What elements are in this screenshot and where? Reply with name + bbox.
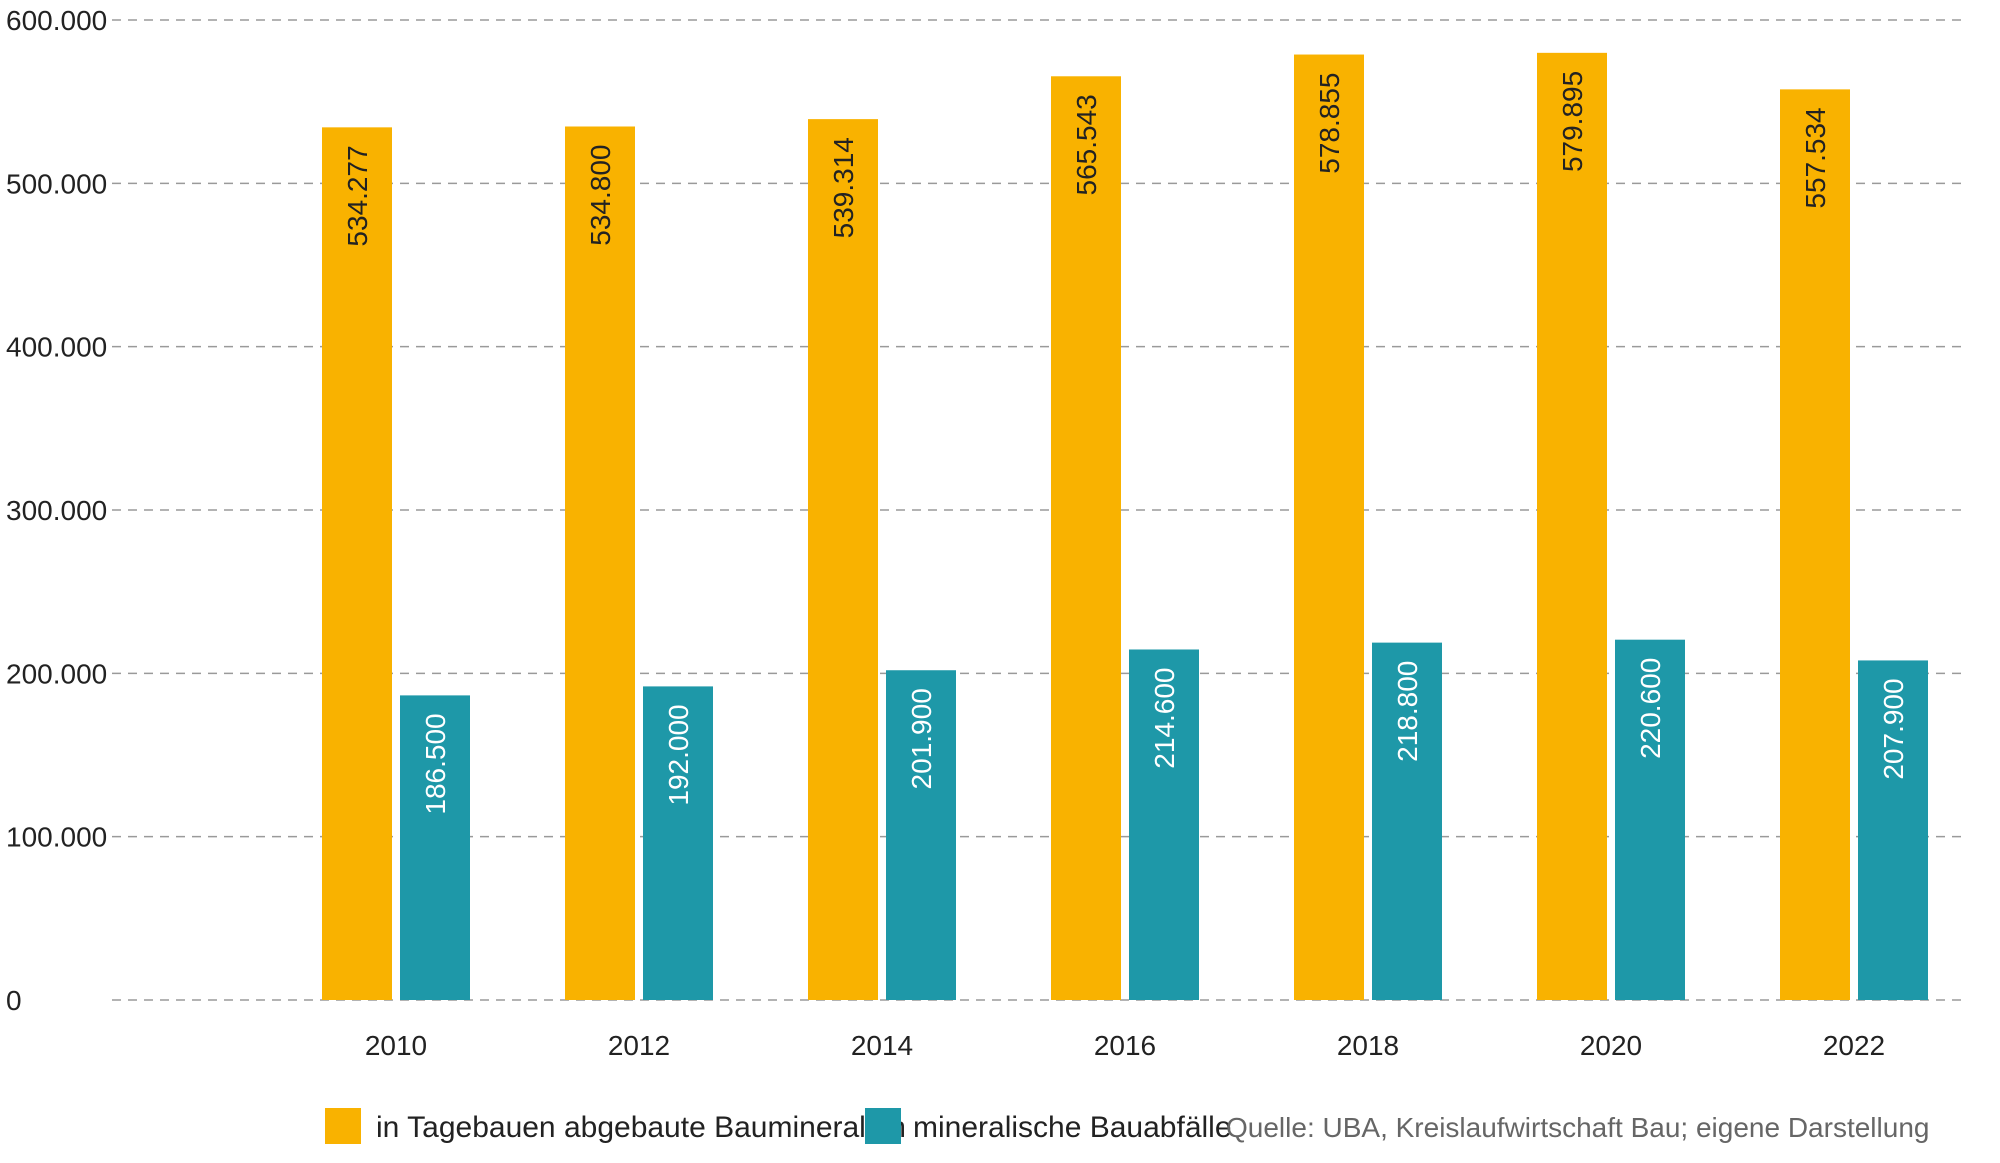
x-tick-label: 2012 bbox=[608, 1030, 670, 1061]
bar-tagebau bbox=[808, 119, 878, 1000]
bar-bauabfaelle bbox=[886, 670, 956, 1000]
legend-label-bauabfaelle: mineralische Bauabfälle bbox=[913, 1111, 1232, 1144]
x-tick-label: 2020 bbox=[1580, 1030, 1642, 1061]
x-tick-label: 2010 bbox=[365, 1030, 427, 1061]
bar-value-label: 539.314 bbox=[828, 137, 859, 238]
y-tick-label: 100.000 bbox=[6, 822, 107, 853]
y-tick-label: 300.000 bbox=[6, 495, 107, 526]
bar-bauabfaelle bbox=[643, 686, 713, 1000]
bar-bauabfaelle bbox=[1858, 660, 1928, 1000]
bar-bauabfaelle bbox=[1615, 639, 1685, 1000]
bar-tagebau bbox=[1537, 52, 1607, 1001]
legend-label-tagebau: in Tagebauen abgebaute Baumineralien bbox=[376, 1111, 906, 1144]
bar-tagebau bbox=[1294, 54, 1364, 1000]
x-axis-tick-labels: 2010 2012 2014 2016 2018 2020 2022 bbox=[365, 1030, 1885, 1061]
x-tick-label: 2014 bbox=[851, 1030, 913, 1061]
bar-value-labels: 534.277 186.500 534.800 192.000 539.314 201.9… bbox=[342, 71, 1909, 815]
x-tick-label: 2022 bbox=[1823, 1030, 1885, 1061]
x-tick-label: 2018 bbox=[1337, 1030, 1399, 1061]
legend-swatch-tagebau bbox=[325, 1108, 361, 1144]
bars bbox=[322, 52, 1928, 1001]
legend: in Tagebauen abgebaute Baumineralien min… bbox=[325, 1108, 1929, 1144]
bar-bauabfaelle bbox=[1372, 642, 1442, 1000]
y-axis-tick-labels: 0 100.000 200.000 300.000 400.000 500.000 600.… bbox=[6, 5, 107, 1016]
bar-value-label: 201.900 bbox=[906, 688, 937, 789]
bar-value-label: 565.543 bbox=[1071, 94, 1102, 195]
bar-bauabfaelle bbox=[400, 695, 470, 1000]
y-tick-label: 0 bbox=[6, 985, 22, 1016]
bar-value-label: 557.534 bbox=[1800, 107, 1831, 208]
bar-tagebau bbox=[565, 126, 635, 1000]
bar-value-label: 214.600 bbox=[1149, 667, 1180, 768]
bar-value-label: 192.000 bbox=[663, 704, 694, 805]
bar-value-label: 578.855 bbox=[1314, 73, 1345, 174]
source-note: Quelle: UBA, Kreislaufwirtschaft Bau; ei… bbox=[1226, 1112, 1929, 1143]
bar-value-label: 534.277 bbox=[342, 145, 373, 246]
bar-tagebau bbox=[1780, 89, 1850, 1000]
bar-value-label: 534.800 bbox=[585, 144, 616, 245]
y-tick-label: 500.000 bbox=[6, 168, 107, 199]
bar-tagebau bbox=[1051, 76, 1121, 1000]
bar-value-label: 579.895 bbox=[1557, 71, 1588, 172]
y-tick-label: 200.000 bbox=[6, 658, 107, 689]
legend-swatch-bauabfaelle bbox=[865, 1108, 901, 1144]
x-tick-label: 2016 bbox=[1094, 1030, 1156, 1061]
bar-value-label: 218.800 bbox=[1392, 661, 1423, 762]
bar-value-label: 220.600 bbox=[1635, 658, 1666, 759]
y-tick-label: 600.000 bbox=[6, 5, 107, 36]
bar-bauabfaelle bbox=[1129, 649, 1199, 1000]
bar-value-label: 186.500 bbox=[420, 713, 451, 814]
bar-tagebau bbox=[322, 127, 392, 1001]
y-tick-label: 400.000 bbox=[6, 332, 107, 363]
bar-value-label: 207.900 bbox=[1878, 678, 1909, 779]
